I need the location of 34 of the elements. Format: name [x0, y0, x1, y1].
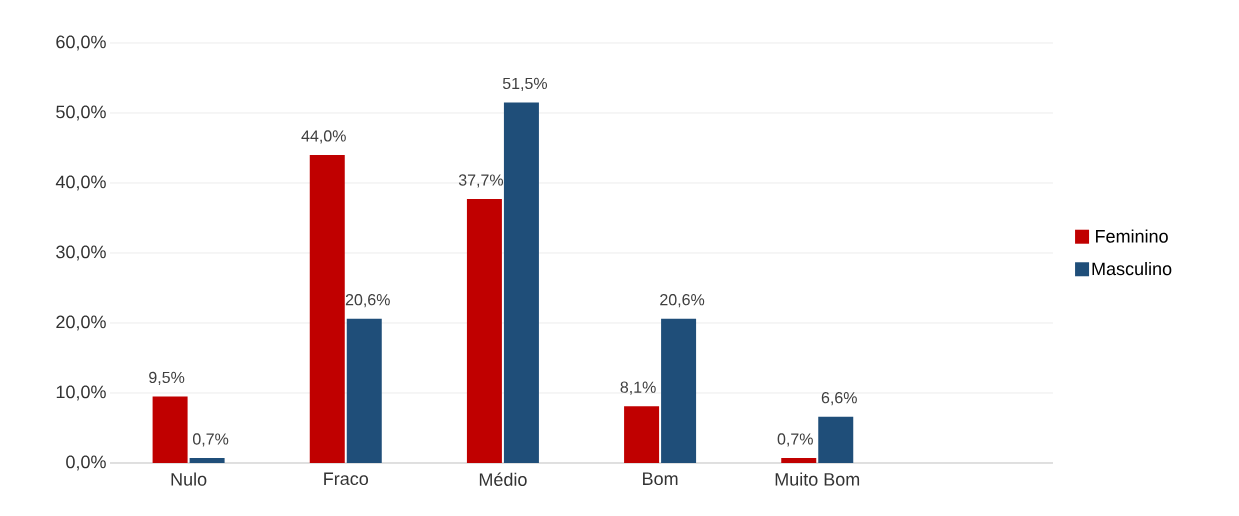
x-tick-label: Bom [643, 472, 678, 486]
data-label: 20,6% [660, 294, 705, 308]
data-label: 0,7% [777, 433, 813, 447]
data-label: 0,7% [192, 433, 229, 447]
bar [189, 458, 225, 463]
legend-label: Feminino [1096, 229, 1168, 243]
bar [503, 102, 539, 463]
data-label: 9,5% [149, 371, 185, 385]
bar [781, 458, 817, 463]
x-tick-label: Muito Bom [775, 472, 860, 486]
bar [152, 396, 188, 463]
y-tick-label: 0,0% [66, 455, 106, 471]
y-tick-label: 40,0% [55, 175, 106, 191]
bar [346, 318, 382, 463]
x-tick-label: Médio [479, 472, 527, 486]
y-tick-label: 10,0% [56, 385, 106, 401]
data-label: 51,5% [502, 77, 548, 91]
y-tick-label: 50,0% [56, 105, 106, 121]
x-tick-label: Fraco [324, 472, 369, 486]
bar [661, 318, 697, 463]
y-tick-label: 20,0% [56, 315, 106, 331]
legend-label: Masculino [1092, 261, 1172, 276]
bar [309, 154, 345, 463]
bar [818, 416, 854, 463]
data-label: 6,6% [821, 392, 857, 406]
bar [624, 406, 660, 463]
y-tick-label: 60,0% [56, 35, 106, 51]
data-label: 37,7% [458, 174, 504, 188]
y-tick-label: 30,0% [56, 245, 106, 261]
bar [466, 199, 502, 463]
data-label: 20,6% [345, 294, 390, 308]
data-label: 8,1% [620, 381, 656, 395]
x-tick-label: Nulo [171, 472, 207, 486]
data-label: 44,0% [301, 130, 346, 144]
